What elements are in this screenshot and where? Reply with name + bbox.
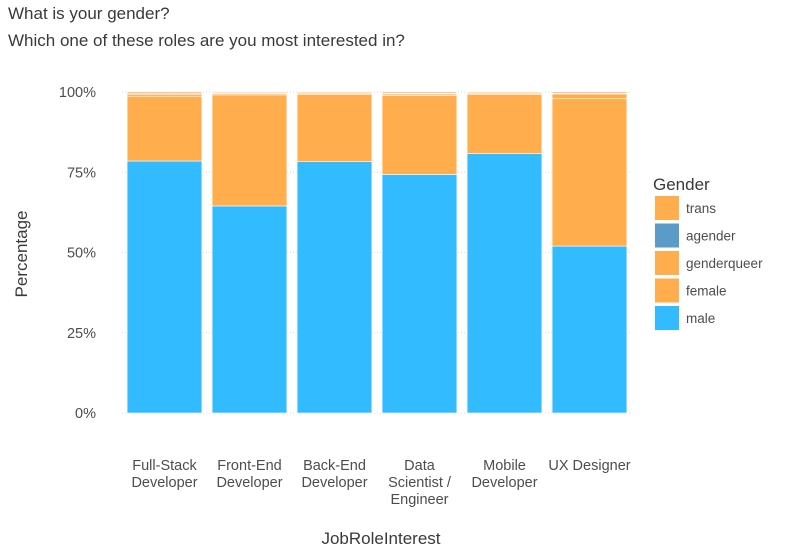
bar-segment-male [211, 205, 288, 414]
bar-segment-female [551, 98, 628, 247]
x-tick-label: Data Scientist / Engineer [388, 458, 452, 508]
y-tick-label: 75% [67, 165, 96, 181]
bar-segment-trans [296, 91, 373, 94]
bar-segment-female [296, 94, 373, 162]
gridlines [122, 91, 632, 414]
y-tick-label: 50% [67, 246, 96, 262]
bar-segment-genderqueer [551, 93, 628, 100]
x-axis-ticks: Full-Stack Developer Front-End Developer Bac… [131, 458, 630, 508]
legend-label-agender: agender [686, 229, 736, 244]
bars [126, 91, 628, 414]
x-tick-label: Back-End Developer [301, 458, 367, 491]
legend-swatch-agender [655, 223, 679, 248]
x-tick-label: Mobile Developer [471, 458, 537, 491]
legend-swatch-female [655, 278, 679, 303]
x-tick-label: Front-End Developer [216, 458, 282, 491]
y-axis-ticks: 0% 25% 50% 75% 100% [59, 85, 96, 422]
legend-label-female: female [686, 284, 727, 299]
legend-swatch-genderqueer [655, 251, 679, 275]
bar-segment-female [466, 94, 543, 154]
y-axis-title: Percentage [12, 211, 31, 298]
bar-segment-trans [126, 91, 203, 94]
y-tick-label: 100% [59, 85, 96, 101]
legend: Gender trans agender genderqueer female male [653, 175, 763, 330]
bar-segment-trans [381, 91, 458, 94]
x-tick-label: Full-Stack Developer [131, 458, 197, 491]
bar-segment-trans [466, 91, 543, 94]
legend-label-male: male [686, 311, 715, 326]
chart-title-line-1: What is your gender? [8, 4, 170, 23]
y-tick-label: 0% [75, 406, 96, 422]
legend-label-trans: trans [686, 201, 716, 216]
bar-segment-male [551, 245, 628, 414]
legend-title: Gender [653, 175, 710, 194]
bar-segment-female [126, 95, 203, 162]
bar-segment-trans [551, 91, 628, 94]
legend-swatch-male [655, 306, 679, 330]
bar-segment-female [381, 95, 458, 175]
bar-segment-trans [211, 91, 288, 94]
chart-title-line-2: Which one of these roles are you most in… [8, 31, 405, 50]
bar-segment-male [381, 174, 458, 414]
x-tick-label: UX Designer [548, 458, 630, 474]
bar-segment-male [296, 161, 373, 414]
legend-swatch-trans [655, 196, 679, 220]
bar-segment-male [126, 160, 203, 414]
legend-label-genderqueer: genderqueer [686, 256, 763, 271]
x-axis-title: JobRoleInterest [321, 529, 440, 548]
bar-segment-male [466, 153, 543, 414]
bar-segment-female [211, 94, 288, 207]
y-tick-label: 25% [67, 326, 96, 342]
